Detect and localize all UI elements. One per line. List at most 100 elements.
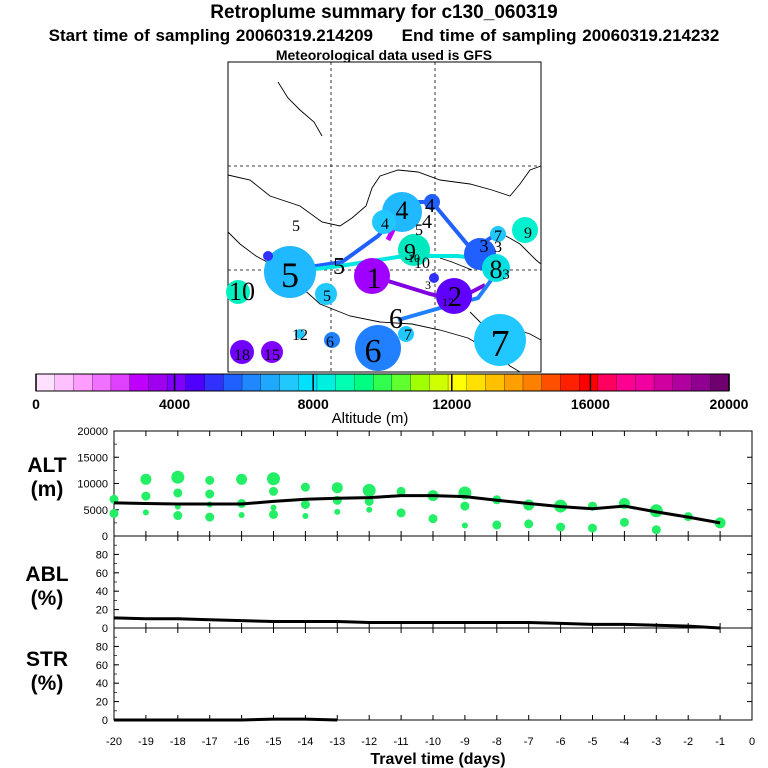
colorbar-swatch xyxy=(298,373,318,392)
day-label: 8 xyxy=(490,255,503,284)
panel-abl: ABL(%) 80 60 40 20 0 xyxy=(25,535,753,635)
ytick-label: 60 xyxy=(96,568,108,580)
altitude-point xyxy=(267,472,280,486)
colorbar-swatch xyxy=(335,373,356,392)
day-label: 10 xyxy=(229,277,255,306)
figure-title: Retroplume summary for c130_060319 xyxy=(210,2,558,23)
xtick-label: -5 xyxy=(588,736,598,748)
colorbar-swatch xyxy=(354,373,374,392)
colorbar-swatch xyxy=(485,373,505,392)
altitude-point xyxy=(300,500,310,509)
xtick-label: -7 xyxy=(524,736,534,748)
sampling-times: Start time of sampling 20060319.214209 E… xyxy=(0,26,768,46)
xtick-label: -4 xyxy=(620,736,630,748)
xtick-label: -11 xyxy=(394,736,409,748)
altitude-point xyxy=(205,489,215,499)
xtick-label: -12 xyxy=(361,736,377,748)
panel-ylabel: STR xyxy=(26,648,68,671)
altitude-point xyxy=(588,523,597,533)
altitude-point xyxy=(300,482,310,492)
colorbar-swatch xyxy=(73,373,93,392)
altitude-point xyxy=(396,486,406,496)
day-label: 12 xyxy=(292,327,308,344)
altitude-colorbar: 0 4000 8000 12000 16000 20000 Altitude (m) xyxy=(32,373,749,427)
day-label: 3 xyxy=(494,239,502,256)
day-label: 2 xyxy=(448,282,462,313)
day-label: 6 xyxy=(365,333,382,370)
altitude-point xyxy=(142,509,149,516)
day-label: 5 xyxy=(292,218,300,235)
colorbar-swatch xyxy=(372,373,393,392)
colorbar-swatch xyxy=(504,373,524,392)
day-label: 5 xyxy=(415,222,423,239)
ytick-label: 40 xyxy=(96,678,108,690)
colorbar-swatch xyxy=(148,373,168,392)
altitude-point xyxy=(428,514,438,524)
ytick-label: 0 xyxy=(102,715,108,727)
ytick-label: 15000 xyxy=(77,452,108,464)
altitude-point xyxy=(173,488,183,498)
xtick-label: 0 xyxy=(749,736,755,748)
altitude-point xyxy=(236,473,248,485)
colorbar-tick-label: 12000 xyxy=(432,396,471,412)
ytick-label: 40 xyxy=(96,586,108,598)
series-line xyxy=(113,494,721,525)
colorbar-swatch xyxy=(110,373,131,392)
start-time-label: Start time of sampling 20060319.214209 xyxy=(48,26,373,45)
colorbar-swatch xyxy=(597,373,618,392)
ytick-label: 5000 xyxy=(84,505,108,517)
xtick-label: -19 xyxy=(138,736,154,748)
altitude-point xyxy=(461,522,468,529)
colorbar-swatch xyxy=(204,373,224,392)
colorbar-tick-label: 8000 xyxy=(298,396,329,412)
xtick-label: -8 xyxy=(492,736,502,748)
day-label: 10 xyxy=(408,251,420,265)
altitude-point xyxy=(140,473,152,485)
altitude-point xyxy=(238,512,245,518)
panel-ylabel: (%) xyxy=(31,672,64,695)
colorbar-swatch xyxy=(129,373,150,392)
altitude-point xyxy=(205,512,215,522)
altitude-point xyxy=(331,482,343,494)
ytick-label: 80 xyxy=(96,641,108,653)
xtick-label: -9 xyxy=(460,736,470,748)
colorbar-swatch xyxy=(410,373,430,392)
xtick-label: -15 xyxy=(266,736,282,748)
panel-frame xyxy=(113,627,753,721)
time-series-panels: ALT(m)20000150001000050000ABL(%)80604020… xyxy=(25,426,755,768)
end-time-label: End time of sampling 20060319.214232 xyxy=(401,26,720,45)
altitude-point xyxy=(556,522,566,532)
altitude-point xyxy=(302,513,309,520)
altitude-point xyxy=(460,501,470,511)
day-label: 5 xyxy=(323,288,331,305)
colorbar-swatch xyxy=(691,373,711,392)
colorbar-swatch xyxy=(92,373,112,392)
colorbar-swatch xyxy=(579,373,599,392)
day-label: 5 xyxy=(281,255,299,295)
colorbar-swatch xyxy=(391,373,412,392)
colorbar-swatch xyxy=(223,373,243,392)
day-label: 6 xyxy=(326,334,334,351)
altitude-point xyxy=(109,508,119,518)
xtick-label: -18 xyxy=(170,736,186,748)
altitude-point xyxy=(270,504,277,511)
ytick-label: 20 xyxy=(96,605,108,617)
colorbar-swatch xyxy=(35,373,56,392)
xtick-label: -17 xyxy=(202,736,218,748)
day-label: 4 xyxy=(422,211,432,233)
day-label: 4 xyxy=(425,195,435,217)
altitude-point xyxy=(619,517,629,527)
series-line xyxy=(114,717,338,722)
altitude-point xyxy=(366,506,373,513)
panel-ylabel: ABL xyxy=(25,563,68,586)
day-label: 15 xyxy=(264,347,280,364)
colorbar-swatch xyxy=(185,373,206,392)
colorbar-swatch xyxy=(616,373,637,392)
colorbar-swatch xyxy=(635,373,655,392)
colorbar-swatch xyxy=(672,373,693,392)
colorbar-swatch xyxy=(316,373,337,392)
altitude-point xyxy=(269,509,278,519)
